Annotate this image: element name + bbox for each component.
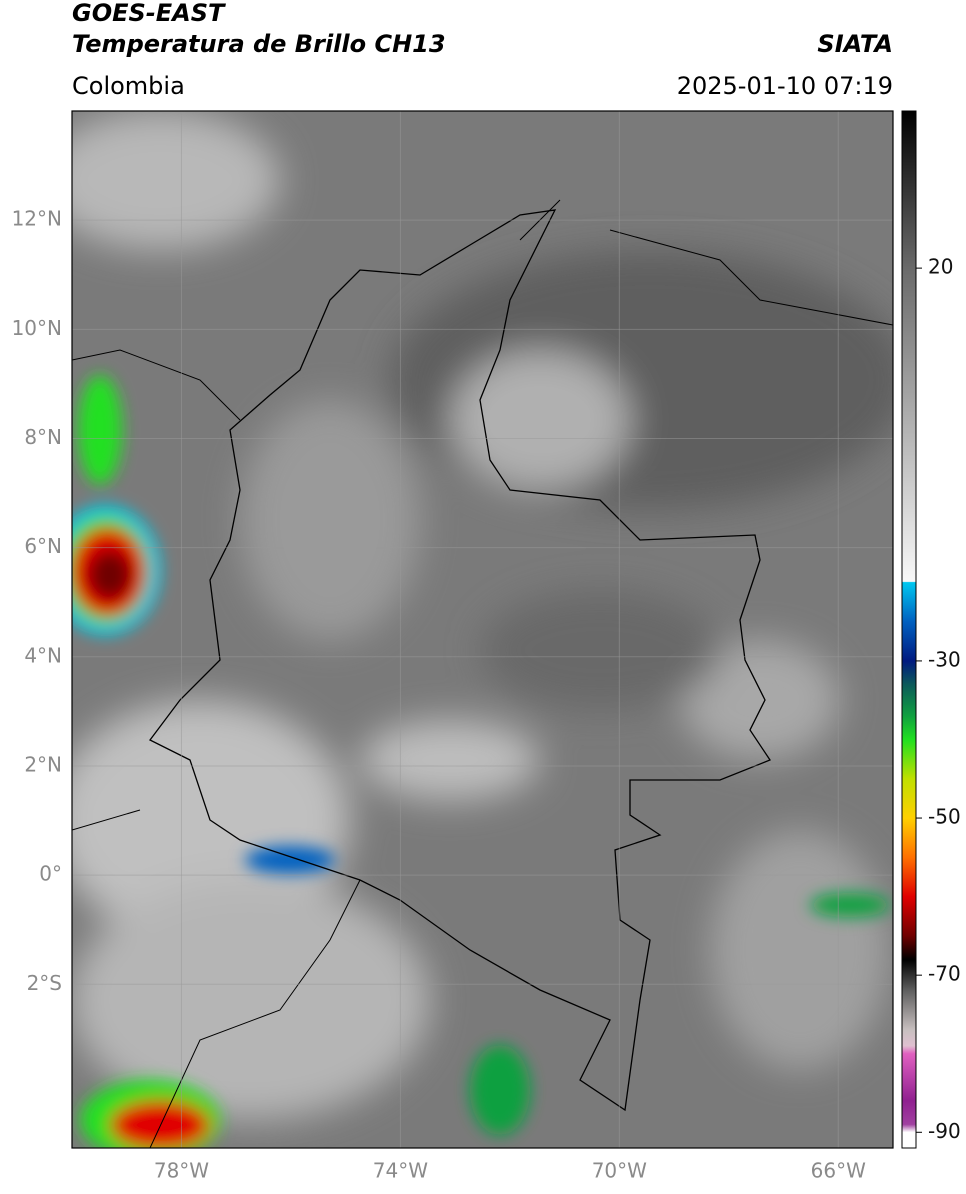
colorbar [901, 110, 917, 1149]
y-tick-label: 0° [39, 862, 62, 886]
x-tick-label: 74°W [373, 1159, 428, 1183]
timestamp: 2025-01-10 07:19 [677, 72, 893, 100]
y-tick-label: 8°N [24, 425, 62, 449]
colorbar-tick-label: -30 [928, 647, 961, 671]
y-tick-label: 12°N [12, 207, 62, 231]
region: Colombia [72, 72, 185, 100]
y-tick-label: 4°N [24, 643, 62, 667]
colorbar-tick-label: -50 [928, 805, 961, 829]
y-tick-label: 10°N [12, 316, 62, 340]
colorbar-tick-label: -90 [928, 1119, 961, 1143]
colorbar-tick-label: -70 [928, 962, 961, 986]
y-tick-label: 2°S [27, 971, 62, 995]
x-tick-label: 70°W [592, 1159, 647, 1183]
grid [72, 111, 893, 1148]
y-tick-label: 6°N [24, 534, 62, 558]
subtitle: Temperatura de Brillo CH13 [72, 30, 446, 58]
colorbar-tick-label: 20 [928, 255, 953, 279]
map-frame [71, 110, 894, 1149]
source: SIATA [817, 30, 893, 58]
y-tick-label: 2°N [24, 752, 62, 776]
satellite-image [72, 111, 893, 1148]
title: GOES-EAST [72, 0, 226, 27]
x-tick-label: 78°W [154, 1159, 209, 1183]
x-tick-label: 66°W [811, 1159, 866, 1183]
